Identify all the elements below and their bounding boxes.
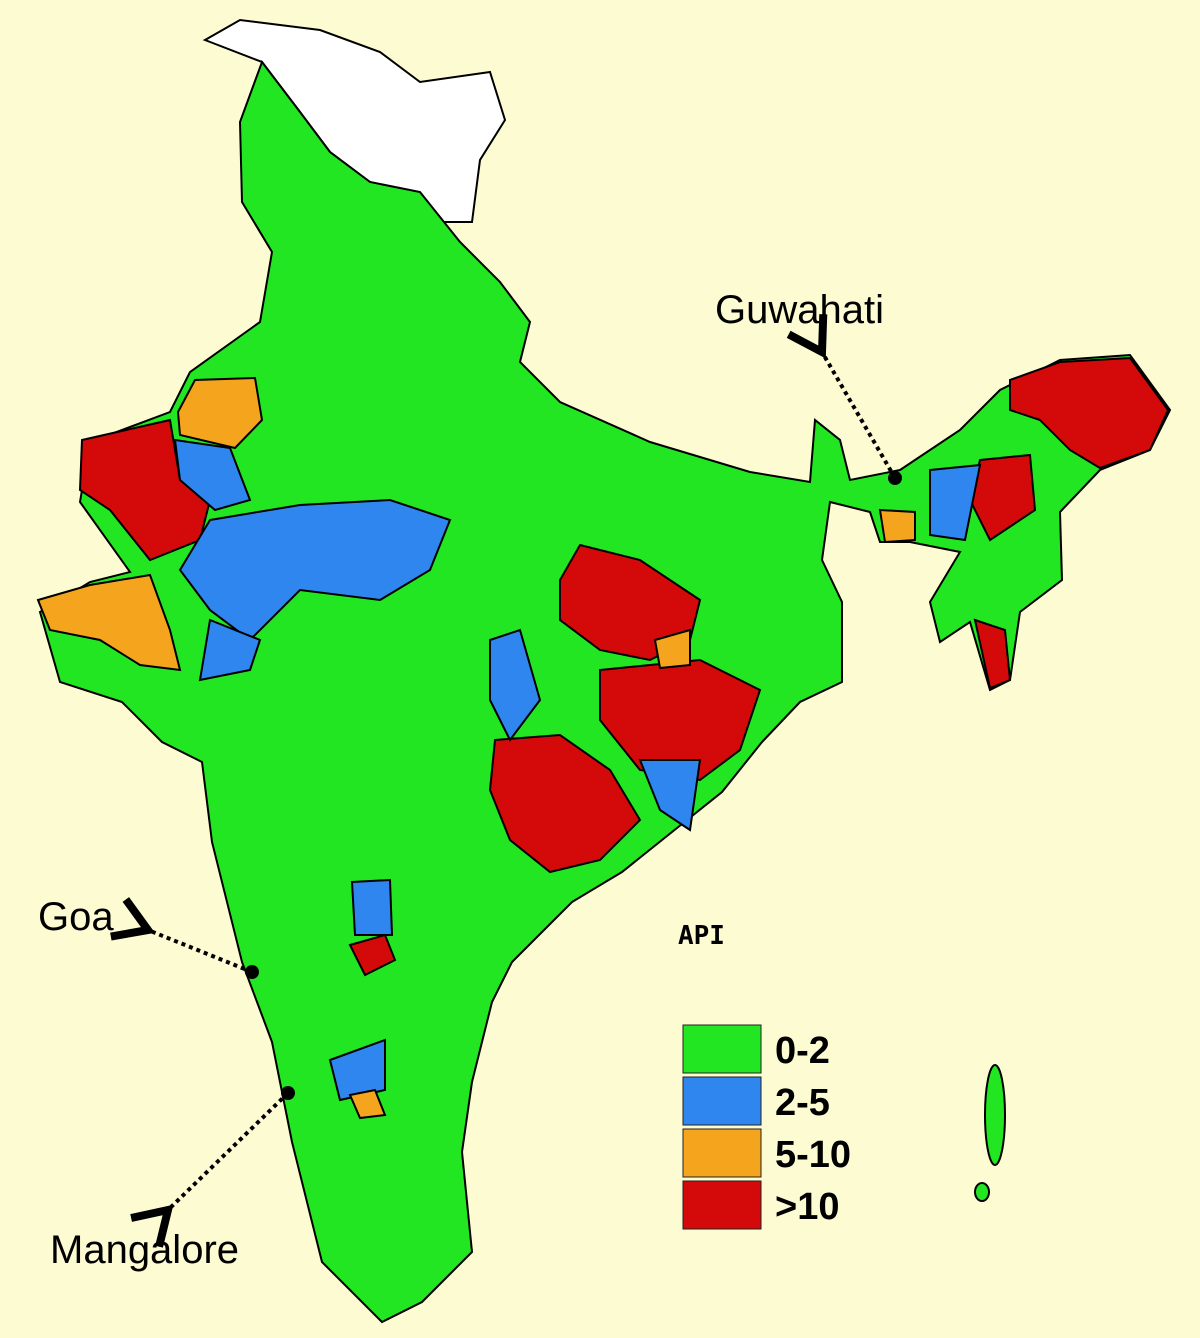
legend-swatch (682, 1076, 762, 1126)
region (878, 508, 916, 544)
region (178, 498, 452, 642)
region (599, 658, 762, 782)
region (638, 759, 702, 832)
annotation-label: Guwahati (715, 288, 884, 332)
location-dot (245, 965, 259, 979)
annotation-label: Mangalore (50, 1228, 239, 1272)
region (489, 628, 542, 742)
legend-label: 5-10 (775, 1134, 851, 1176)
region (973, 618, 1012, 690)
legend-swatch (682, 1024, 762, 1074)
region (198, 618, 262, 682)
region (984, 1064, 1006, 1166)
location-dot (888, 471, 902, 485)
regions (36, 59, 1172, 1324)
region (176, 376, 264, 450)
region (559, 543, 702, 662)
region (1009, 356, 1170, 470)
annotation-arrow (786, 314, 897, 480)
legend-label: >10 (775, 1186, 839, 1228)
region (328, 1038, 386, 1102)
region (348, 1088, 387, 1120)
region (653, 628, 691, 670)
legend-swatch (682, 1128, 762, 1178)
legend: 0-2 2-5 5-10 >10 (682, 1024, 851, 1230)
region (348, 933, 397, 977)
legend-label: 2-5 (775, 1082, 830, 1124)
region (974, 1182, 990, 1202)
annotation-arrow (110, 897, 253, 974)
region (173, 438, 252, 512)
region (929, 463, 982, 542)
region (488, 733, 642, 874)
region (350, 878, 394, 936)
region (36, 573, 182, 672)
legend-title: API (678, 921, 725, 951)
legend-label: 0-2 (775, 1030, 830, 1072)
location-dot (281, 1086, 295, 1100)
annotation-label: Goa (38, 895, 114, 939)
legend-swatch (682, 1180, 762, 1230)
annotation-arrow (130, 1091, 290, 1248)
